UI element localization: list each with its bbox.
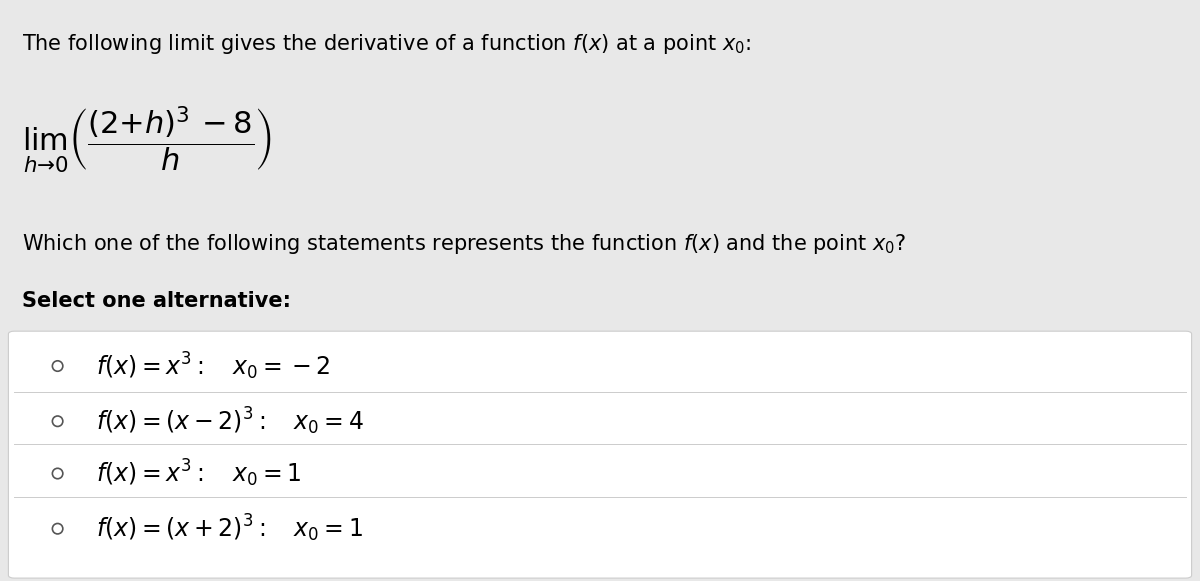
FancyBboxPatch shape: [8, 331, 1192, 578]
Text: $f(x) = x^3 :\quad x_0 = -2$: $f(x) = x^3 :\quad x_0 = -2$: [96, 350, 330, 382]
Text: $\lim_{h\to 0}\left(\dfrac{(2+h)^3-8}{h}\right)$: $\lim_{h\to 0}\left(\dfrac{(2+h)^3-8}{h}…: [22, 105, 271, 176]
Text: The following limit gives the derivative of a function $f(x)$ at a point $x_0$:: The following limit gives the derivative…: [22, 32, 751, 56]
Text: Which one of the following statements represents the function $f(x)$ and the poi: Which one of the following statements re…: [22, 232, 906, 256]
Text: Select one alternative:: Select one alternative:: [22, 290, 290, 310]
Text: $f(x) = (x-2)^3 :\quad x_0 = 4$: $f(x) = (x-2)^3 :\quad x_0 = 4$: [96, 406, 364, 437]
Text: $f(x) = x^3 :\quad x_0 = 1$: $f(x) = x^3 :\quad x_0 = 1$: [96, 458, 301, 489]
Text: $f(x) = (x+2)^3 :\quad x_0 = 1$: $f(x) = (x+2)^3 :\quad x_0 = 1$: [96, 513, 362, 544]
